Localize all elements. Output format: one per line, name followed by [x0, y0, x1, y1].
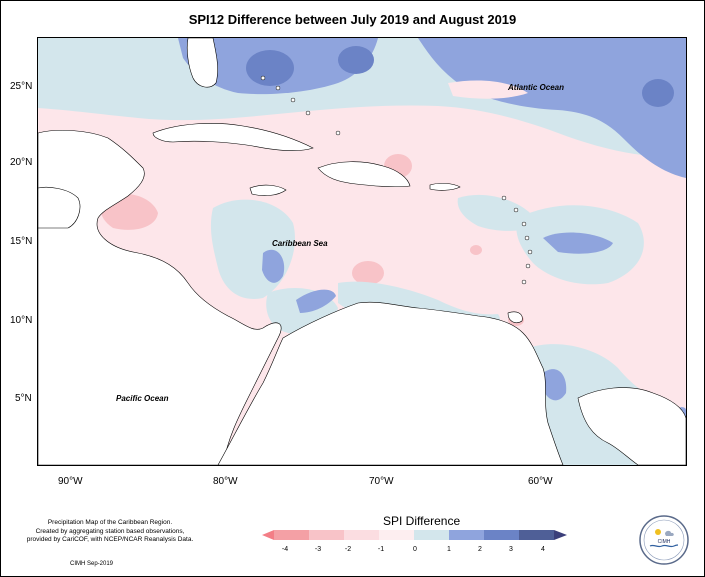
legend-swatch-2	[309, 530, 344, 540]
label-pacific-ocean: Pacific Ocean	[116, 394, 169, 403]
legend-swatch-1	[274, 530, 309, 540]
map-title: SPI12 Difference between July 2019 and A…	[188, 12, 517, 27]
zone-blue-atlantic	[418, 38, 686, 178]
lat-tick-15n: 15°N	[10, 236, 33, 247]
land-jamaica	[249, 184, 287, 196]
credit-line-2: Created by aggregating station based obs…	[35, 527, 185, 535]
legend-swatch-6	[449, 530, 484, 540]
land-yucatan	[38, 187, 81, 229]
land-guianas	[577, 387, 686, 465]
land-hispaniola	[317, 161, 411, 188]
credit-text: Precipitation Map of the Caribbean Regio…	[18, 519, 202, 545]
legend-tick: 2	[478, 546, 482, 553]
legend-tick: 1	[447, 546, 451, 553]
zone-darker-bahamas	[246, 50, 294, 86]
credit-line-1: Precipitation Map of the Caribbean Regio…	[47, 519, 173, 526]
legend-tick: -4	[281, 546, 289, 553]
land-cuba	[152, 123, 314, 151]
wave-icon	[649, 544, 679, 548]
zone-blue-central	[262, 249, 285, 283]
zone-pink-atlantic	[448, 80, 528, 99]
legend-low-arrow	[262, 530, 274, 540]
land-trinidad	[507, 311, 523, 324]
label-caribbean-sea: Caribbean Sea	[272, 239, 328, 248]
legend-tick: 4	[541, 546, 545, 553]
legend-swatch-3	[344, 530, 379, 540]
lat-tick-10n: 10°N	[10, 315, 33, 326]
legend-tick: -1	[377, 546, 385, 553]
map-panel: Atlantic Ocean Caribbean Sea Pacific Oce…	[37, 37, 687, 466]
legend-swatch-4	[379, 530, 414, 540]
legend-tick: -3	[314, 546, 322, 553]
sun-icon	[655, 529, 661, 535]
logo-text: CIMH	[658, 539, 671, 545]
land-florida	[186, 38, 218, 88]
land-puerto-rico	[429, 182, 461, 191]
legend-title: SPI Difference	[383, 514, 461, 528]
land-central-america	[38, 129, 282, 465]
legend-high-arrow	[554, 530, 567, 540]
lon-tick-80w: 80°W	[213, 476, 238, 487]
zone-blue-guyana	[543, 369, 567, 401]
legend-tick: 0	[413, 546, 417, 553]
spi-difference-map: Atlantic Ocean Caribbean Sea Pacific Oce…	[38, 38, 686, 465]
zone-darker-north	[338, 46, 374, 74]
cloud-icon	[665, 530, 674, 536]
legend-colorbar	[262, 530, 567, 540]
legend-swatch-7	[484, 530, 519, 540]
date-stamp: CIMH Sep-2019	[70, 561, 114, 567]
zone-darker-atlantic	[642, 79, 674, 107]
lon-tick-90w: 90°W	[58, 476, 83, 487]
lon-tick-60w: 60°W	[528, 476, 553, 487]
lat-tick-20n: 20°N	[10, 157, 33, 168]
zone-pink-venezuela	[352, 261, 384, 285]
small-islands	[260, 75, 533, 285]
zone-pink-small	[470, 245, 482, 255]
legend-tick: 3	[509, 546, 513, 553]
zone-blue-east	[543, 232, 613, 254]
lat-tick-25n: 25°N	[10, 81, 33, 92]
legend-tick: -2	[344, 546, 352, 553]
cimh-logo: CIMH	[639, 515, 689, 565]
legend-swatch-8	[519, 530, 554, 540]
lon-tick-70w: 70°W	[369, 476, 394, 487]
credit-line-3: provided by CariCOF, with NCEP/NCAR Rean…	[26, 536, 194, 543]
legend-swatch-5	[414, 530, 449, 540]
lat-tick-5n: 5°N	[15, 393, 32, 404]
zone-blue-panama	[296, 289, 336, 313]
land-south-america	[217, 301, 564, 465]
label-atlantic-ocean: Atlantic Ocean	[507, 83, 564, 92]
